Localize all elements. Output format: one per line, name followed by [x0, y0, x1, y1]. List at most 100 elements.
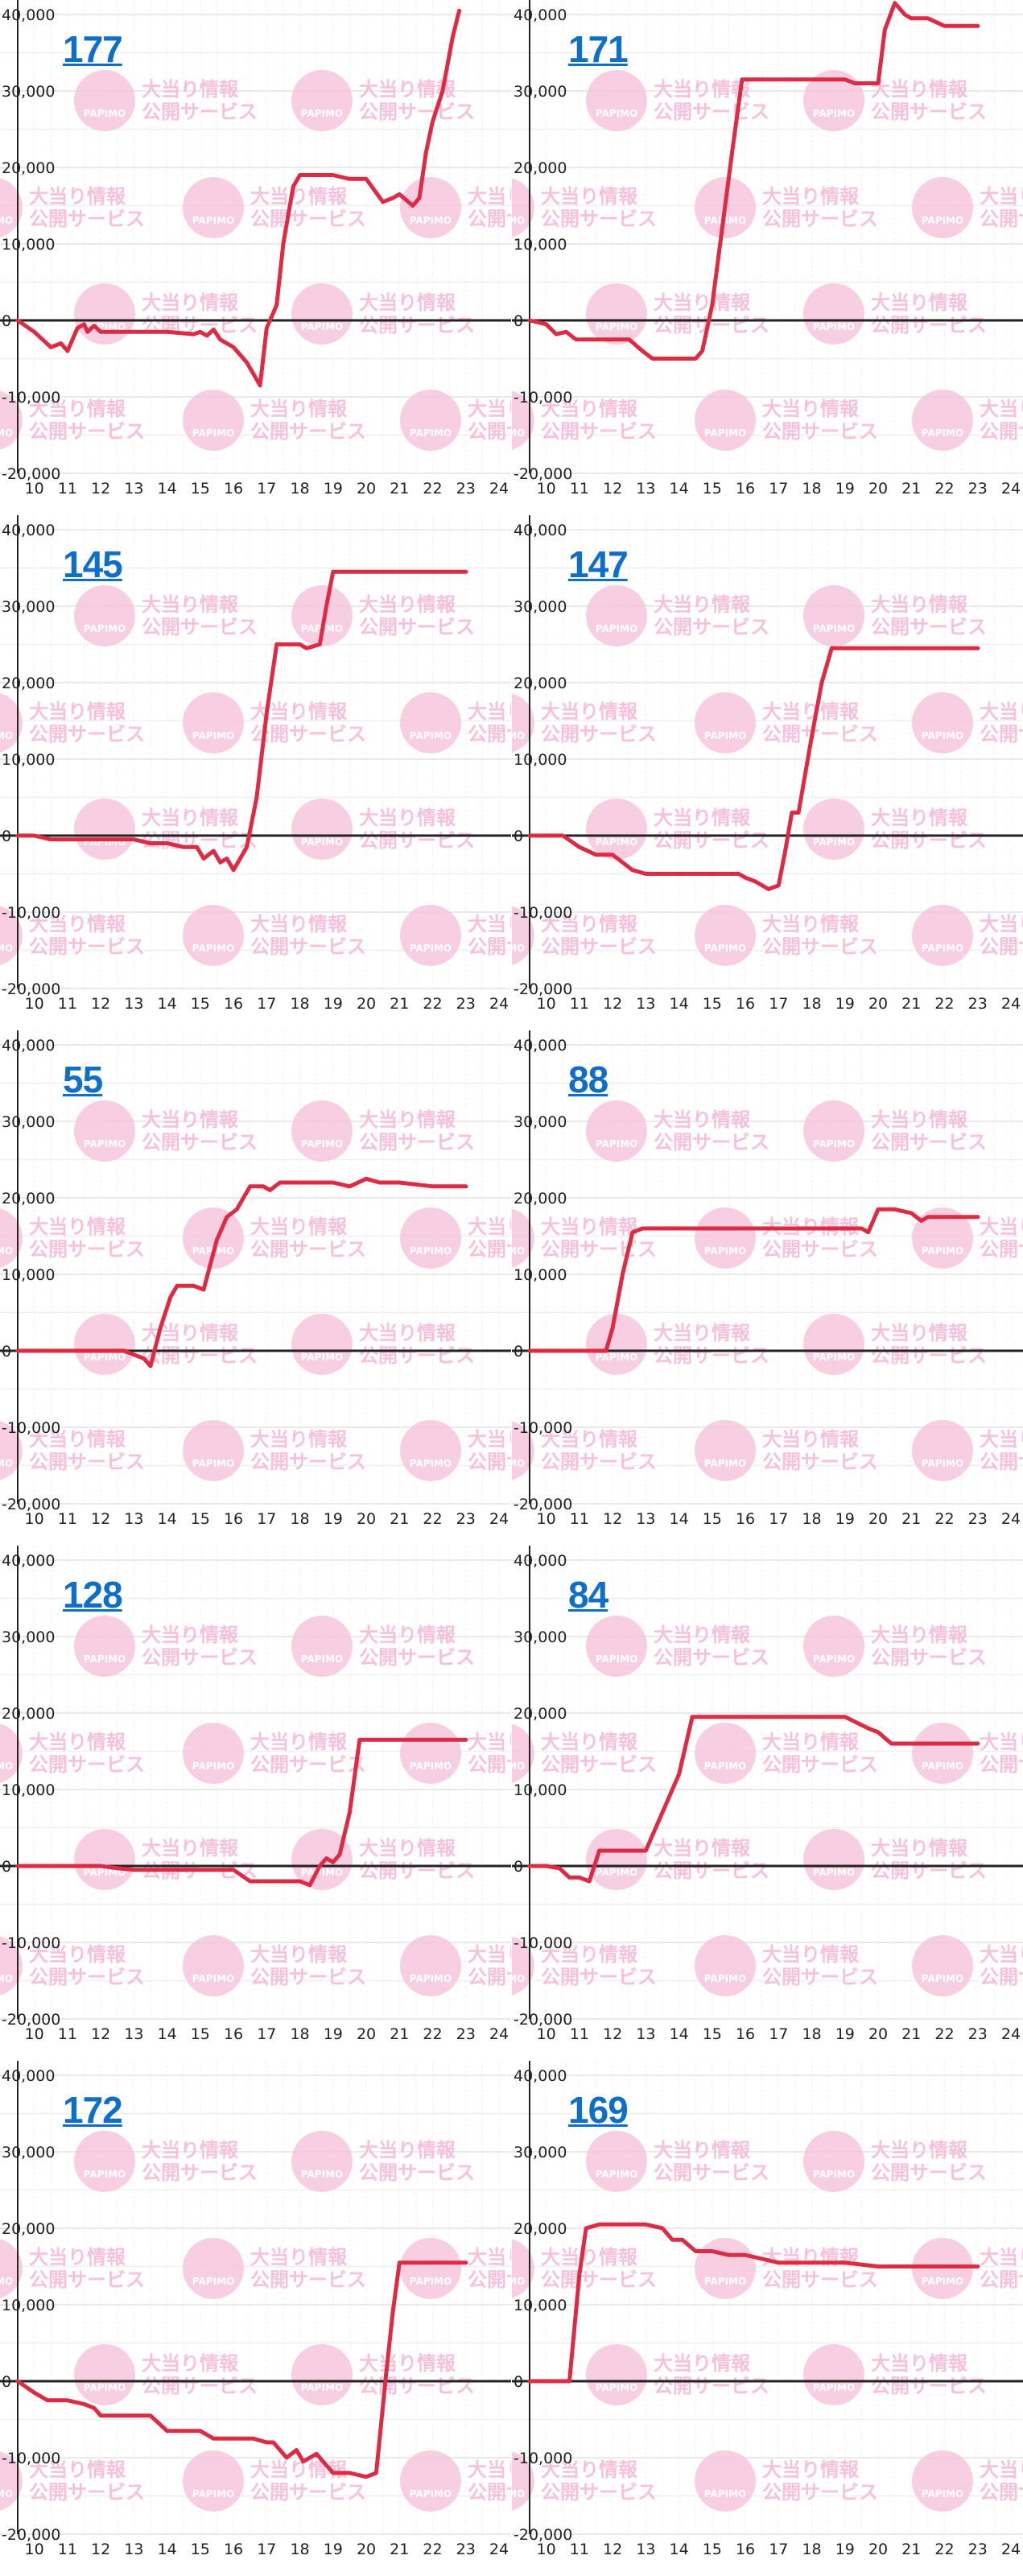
watermark-badge: PAPIMO [922, 1458, 963, 1469]
y-tick-label: 10,000 [2, 236, 55, 254]
watermark-circle [400, 1723, 461, 1784]
watermark-line1: 大当り情報 [250, 1428, 348, 1451]
watermark-line2: 公開サービス [250, 2268, 366, 2291]
watermark-circle [291, 70, 353, 131]
y-tick-label: -20,000 [514, 2526, 572, 2544]
machine-number-link[interactable]: 169 [568, 2089, 629, 2131]
watermark-circle [291, 1616, 353, 1677]
series-line [15, 1176, 468, 1368]
watermark-line1: 大当り情報 [654, 1108, 751, 1131]
y-tick-labels: 40,000 30,000 20,000 10,000 0 -10,000 -20,000 [514, 522, 572, 998]
watermark-circle [0, 178, 23, 237]
minor-grid [546, 0, 1012, 473]
x-tick-label: 12 [91, 995, 110, 1013]
watermark-badge: PAPIMO [192, 1761, 234, 1772]
watermark-circle [74, 585, 135, 646]
chart-panel-88: PAPIMO大当り情報公開サービスPAPIMO大当り情報公開サービスPAPIMO… [512, 1030, 1023, 1546]
x-tick-label: 15 [703, 480, 722, 497]
watermark-line2: 公開サービス [980, 935, 1023, 958]
chart-panel-128: PAPIMO大当り情報公開サービスPAPIMO大当り情報公開サービスPAPIMO… [0, 1546, 511, 2061]
watermark-circle [512, 390, 534, 450]
watermark-badge: PAPIMO [512, 1761, 525, 1772]
watermark-line1: 大当り情報 [871, 593, 968, 616]
y-tick-label: 30,000 [2, 83, 55, 101]
y-tick-label: -10,000 [2, 1934, 60, 1952]
watermark-badge: PAPIMO [410, 2276, 452, 2287]
watermark-circle [74, 1100, 135, 1162]
x-tick-label: 12 [603, 480, 622, 497]
y-tick-labels: 40,000 30,000 20,000 10,000 0 -10,000 -20,000 [514, 1037, 572, 1513]
watermark-line2: 公開サービス [654, 829, 769, 852]
y-tick-label: -20,000 [514, 1496, 572, 1513]
watermark-line1: 大当り情報 [871, 1108, 968, 1131]
x-tick-label: 11 [570, 995, 589, 1013]
watermark-badge: PAPIMO [512, 1458, 525, 1469]
watermark-line2: 公開サービス [654, 1860, 769, 1882]
x-tick-label: 19 [324, 2025, 343, 2043]
watermark-line1: 大当り情報 [654, 807, 751, 829]
y-tick-label: 40,000 [514, 2067, 567, 2085]
machine-number-link[interactable]: 88 [568, 1059, 608, 1100]
machine-number-link[interactable]: 84 [568, 1574, 608, 1616]
watermark-circle [291, 1314, 353, 1375]
watermark-line2: 公開サービス [871, 2375, 987, 2397]
y-tick-label: 40,000 [2, 1552, 55, 1570]
machine-number-link[interactable]: 128 [63, 1574, 123, 1616]
watermark-line2: 公開サービス [29, 420, 145, 443]
watermark-circle [183, 905, 244, 966]
watermark-badge: PAPIMO [704, 1973, 746, 1984]
watermark-circle [803, 1616, 864, 1677]
watermark-circle [803, 2131, 864, 2192]
watermark-line2: 公開サービス [541, 208, 657, 230]
watermark-line2: 公開サービス [541, 420, 657, 443]
y-tick-label: 0 [514, 312, 523, 330]
watermark-circle [0, 1208, 23, 1268]
x-tick-label: 18 [290, 2025, 309, 2043]
watermark-badge: PAPIMO [410, 1973, 452, 1984]
watermark-badge: PAPIMO [84, 1653, 126, 1665]
watermark-line1: 大当り情報 [359, 1837, 456, 1860]
x-tick-label: 21 [390, 2541, 409, 2558]
watermark-badge: PAPIMO [0, 730, 13, 741]
y-tick-label: 0 [514, 2373, 523, 2391]
watermark-line2: 公開サービス [654, 314, 769, 336]
x-tick-label: 14 [157, 2541, 176, 2558]
machine-number-link[interactable]: 145 [63, 543, 123, 585]
x-tick-label: 18 [802, 2541, 821, 2558]
x-tick-label: 16 [736, 2541, 755, 2558]
watermark-line1: 大当り情報 [762, 1428, 860, 1451]
machine-number-link[interactable]: 177 [63, 28, 123, 70]
watermark-line2: 公開サービス [762, 1451, 878, 1473]
watermark-line1: 大当り情報 [762, 398, 860, 420]
machine-number-link[interactable]: 172 [63, 2089, 123, 2131]
x-tick-label: 24 [1001, 1510, 1021, 1528]
watermark-line2: 公開サービス [541, 2268, 657, 2291]
watermark-circle [912, 1420, 973, 1481]
watermark-circle [912, 1723, 973, 1784]
machine-number-link[interactable]: 147 [568, 543, 629, 585]
watermark-line1: 大当り情報 [142, 2352, 239, 2375]
machine-number-link[interactable]: 55 [63, 1059, 103, 1100]
watermark-badge: PAPIMO [596, 623, 637, 634]
watermark-circle [512, 906, 534, 965]
watermark-line2: 公開サービス [250, 2481, 366, 2504]
machine-number-link[interactable]: 171 [568, 28, 629, 70]
watermark-line2: 公開サービス [142, 2161, 258, 2184]
watermark-line1: 大当り情報 [654, 291, 751, 314]
watermark-line1: 大当り情報 [468, 700, 511, 723]
y-tick-label: 0 [514, 828, 523, 845]
watermark-circle [74, 70, 135, 131]
watermark-line2: 公開サービス [871, 616, 987, 638]
watermark-circle [183, 1208, 244, 1269]
